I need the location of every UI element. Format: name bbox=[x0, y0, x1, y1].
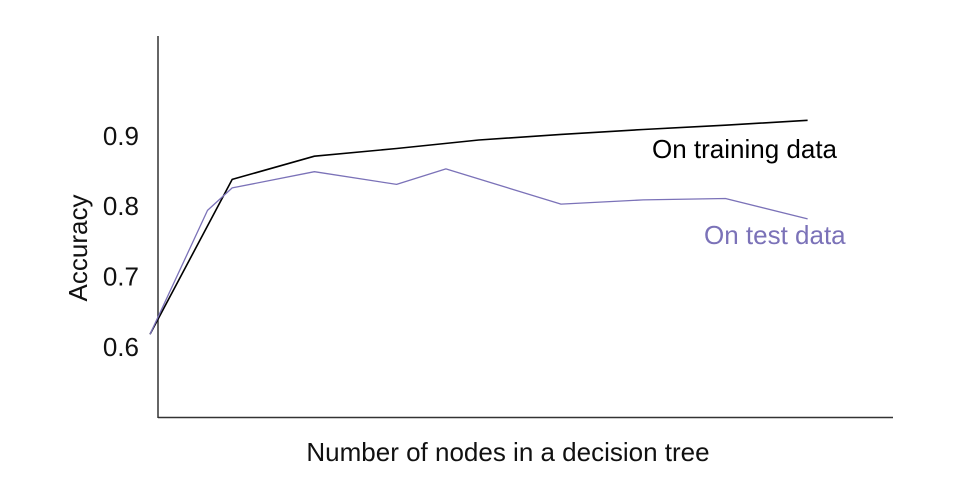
series-label-training: On training data bbox=[652, 134, 838, 164]
y-tick-labels: 0.6 0.7 0.8 0.9 bbox=[103, 121, 139, 362]
y-tick-label: 0.7 bbox=[103, 262, 139, 292]
series-labels: On training data On test data bbox=[652, 134, 846, 250]
y-tick-label: 0.6 bbox=[103, 332, 139, 362]
y-tick-label: 0.8 bbox=[103, 191, 139, 221]
series-line-training bbox=[149, 119, 808, 335]
series-line-test bbox=[149, 168, 808, 335]
x-axis-label: Number of nodes in a decision tree bbox=[306, 437, 709, 467]
series-lines bbox=[149, 119, 808, 335]
series-label-test: On test data bbox=[704, 220, 846, 250]
y-tick-label: 0.9 bbox=[103, 121, 139, 151]
y-axis-label: Accuracy bbox=[63, 195, 93, 302]
axes bbox=[157, 36, 893, 419]
